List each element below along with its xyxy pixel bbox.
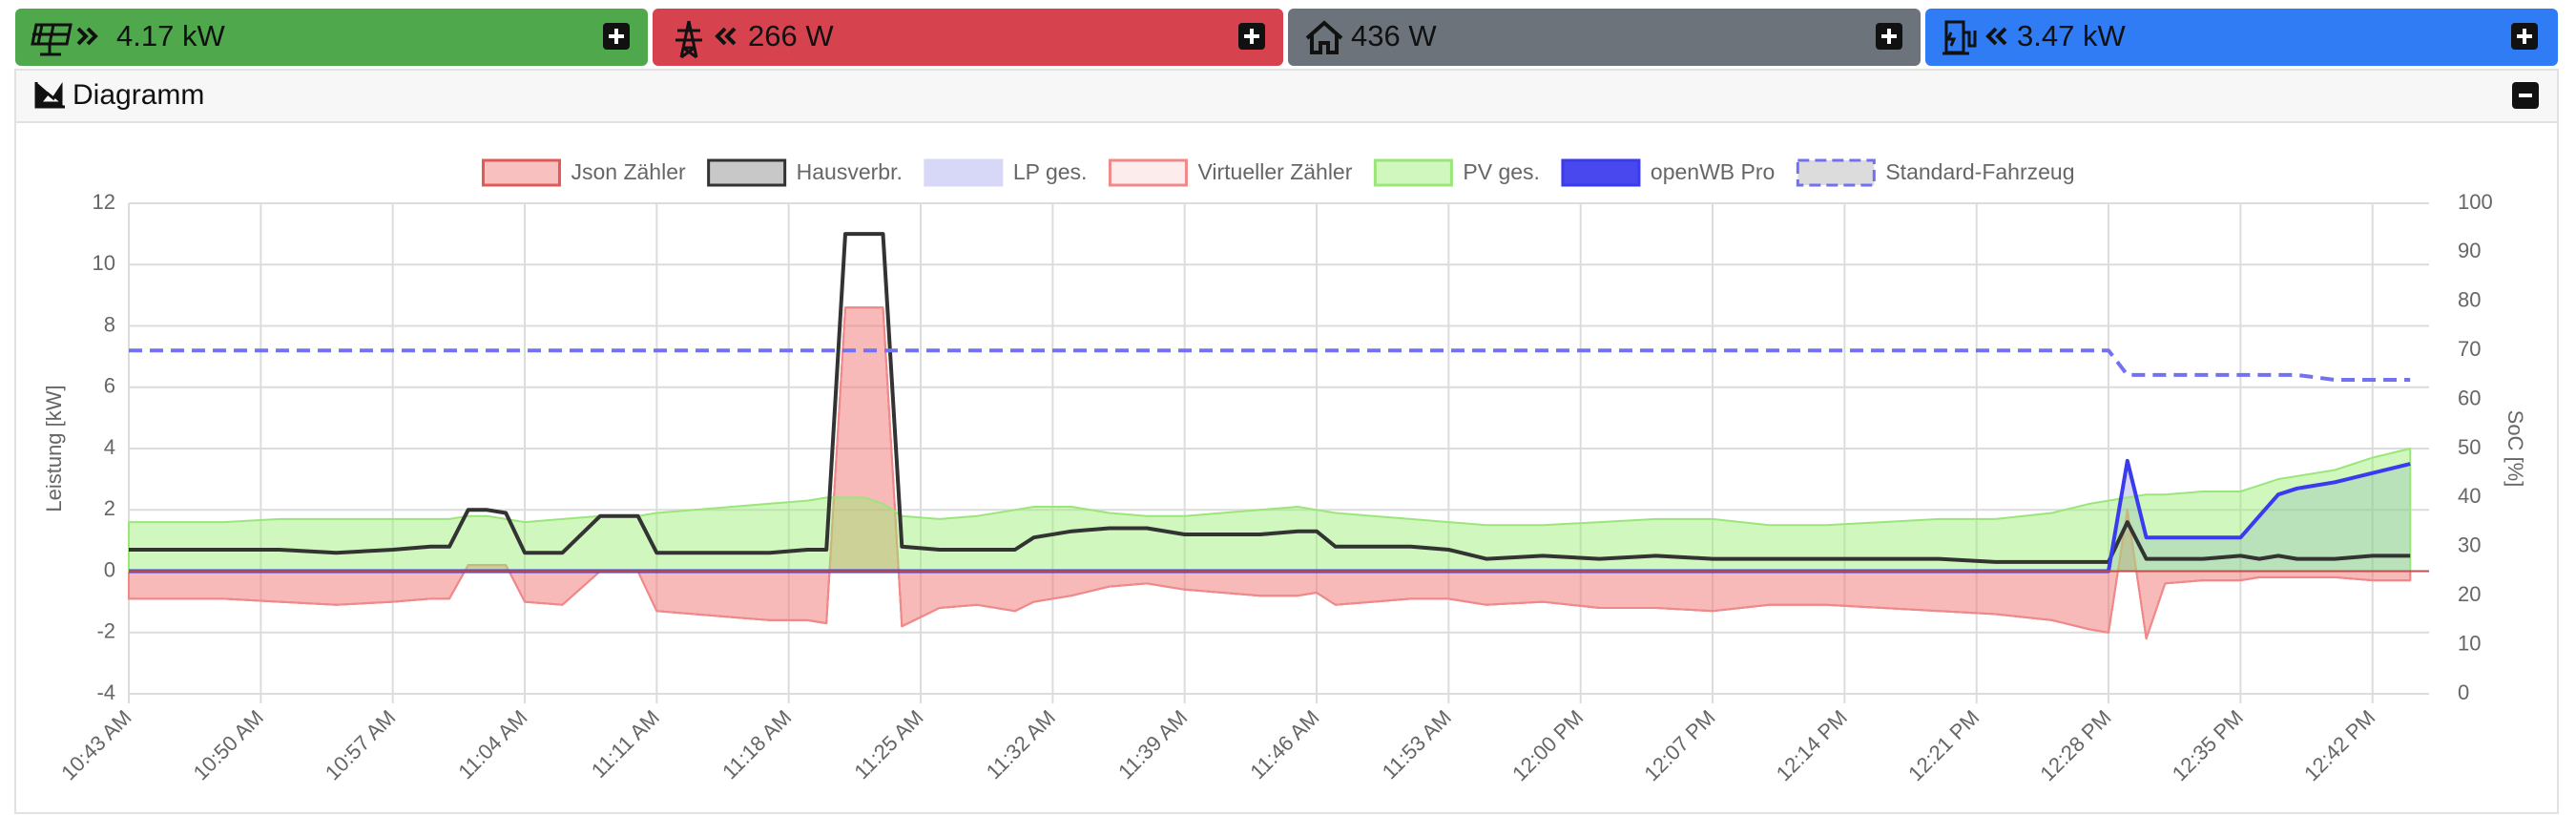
tile-value: 4.17 kW bbox=[116, 19, 225, 52]
y-tick-label: 10 bbox=[93, 251, 115, 275]
legend-swatch bbox=[1561, 158, 1641, 187]
tile[interactable] bbox=[1288, 9, 1921, 66]
y2-axis-title: SoC [%] bbox=[2503, 410, 2527, 488]
tile[interactable] bbox=[653, 9, 1283, 66]
legend-label: PV ges. bbox=[1463, 159, 1540, 184]
tile-value: 436 W bbox=[1351, 19, 1437, 52]
area bbox=[128, 448, 2412, 573]
legend-label: Hausverbr. bbox=[797, 159, 903, 184]
chart-icon bbox=[34, 82, 65, 109]
legend-swatch bbox=[481, 158, 561, 187]
y-tick-label: 12 bbox=[93, 190, 115, 214]
y2-tick-label: 90 bbox=[2458, 239, 2481, 262]
legend-label: LP ges. bbox=[1013, 159, 1088, 184]
y2-tick-label: 40 bbox=[2458, 484, 2481, 508]
y-tick-label: 8 bbox=[104, 312, 115, 336]
tile-value: 3.47 kW bbox=[2017, 19, 2126, 52]
legend-swatch bbox=[707, 158, 787, 187]
panel-title: Diagramm bbox=[73, 79, 204, 111]
y-tick-label: 4 bbox=[104, 435, 115, 459]
y-tick-label: -2 bbox=[96, 619, 115, 643]
line bbox=[129, 348, 2411, 382]
y2-tick-label: 10 bbox=[2458, 631, 2481, 655]
y2-tick-label: 50 bbox=[2458, 435, 2481, 459]
chevron-icon bbox=[1985, 27, 2007, 46]
panel bbox=[14, 69, 2559, 814]
legend-label: Json Zähler bbox=[571, 159, 686, 184]
legend-swatch bbox=[924, 158, 1004, 187]
y-tick-label: 2 bbox=[104, 496, 115, 520]
y2-tick-label: 30 bbox=[2458, 533, 2481, 557]
y2-tick-label: 80 bbox=[2458, 288, 2481, 312]
grid-icon bbox=[675, 20, 702, 59]
pv-icon bbox=[31, 23, 73, 56]
y-tick-label: 0 bbox=[104, 557, 115, 581]
plus-buttons bbox=[603, 23, 2538, 50]
y2-tick-label: 100 bbox=[2458, 190, 2493, 214]
chevron-icon bbox=[76, 27, 98, 46]
tile-bar: 4.17 kW 266 W 436 W 3.47 kW bbox=[15, 9, 2558, 66]
y-tick-label: 6 bbox=[104, 374, 115, 398]
tile[interactable] bbox=[15, 9, 648, 66]
legend-swatch bbox=[1108, 158, 1188, 187]
y2-tick-label: 70 bbox=[2458, 337, 2481, 361]
legend-swatch bbox=[1373, 158, 1453, 187]
tile-value: 266 W bbox=[748, 19, 834, 52]
legend-swatch bbox=[1796, 158, 1876, 187]
y2-tick-label: 60 bbox=[2458, 386, 2481, 409]
y2-tick-label: 0 bbox=[2458, 680, 2469, 704]
y2-tick-label: 20 bbox=[2458, 582, 2481, 606]
y-axis-title: Leistung [kW] bbox=[42, 385, 66, 512]
charger-icon bbox=[1942, 20, 1977, 55]
chevron-icon bbox=[715, 27, 737, 46]
tile[interactable] bbox=[1925, 9, 2558, 66]
y-tick-label: -4 bbox=[96, 680, 115, 704]
legend: Json Zähler Hausverbr. LP ges. Virtueller Z… bbox=[481, 158, 2075, 187]
legend-label: Virtueller Zähler bbox=[1197, 159, 1352, 184]
panel-header bbox=[16, 71, 2557, 122]
house-icon bbox=[1305, 20, 1343, 54]
legend-label: Standard-Fahrzeug bbox=[1885, 159, 2074, 184]
legend-label: openWB Pro bbox=[1651, 159, 1775, 184]
